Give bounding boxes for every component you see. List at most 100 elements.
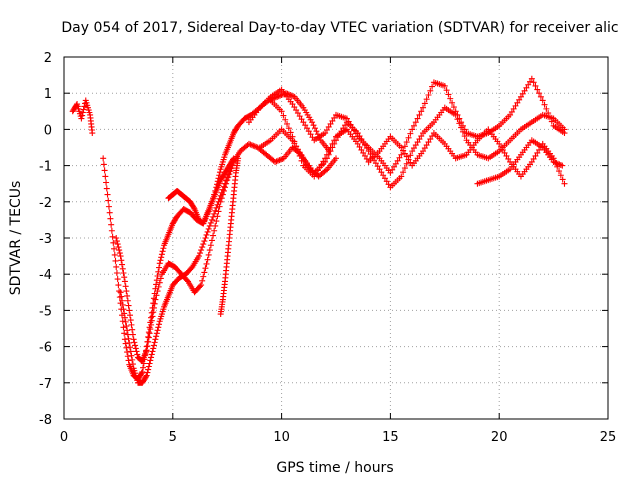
data-point bbox=[327, 144, 334, 151]
data-point bbox=[119, 301, 126, 308]
data-point bbox=[78, 115, 85, 122]
data-point bbox=[210, 213, 217, 220]
data-point bbox=[212, 207, 219, 214]
data-point bbox=[501, 149, 508, 156]
data-point bbox=[124, 297, 131, 304]
data-point bbox=[199, 277, 206, 284]
data-point bbox=[409, 126, 416, 133]
data-point bbox=[362, 142, 369, 149]
data-point bbox=[105, 197, 112, 204]
data-point bbox=[132, 345, 139, 352]
data-point bbox=[445, 91, 452, 98]
data-point bbox=[342, 122, 349, 129]
data-point bbox=[210, 232, 217, 239]
data-point bbox=[212, 222, 219, 229]
data-point bbox=[156, 264, 163, 271]
data-point bbox=[133, 348, 140, 355]
data-point bbox=[157, 275, 164, 282]
data-point bbox=[514, 99, 521, 106]
data-point bbox=[414, 139, 421, 146]
data-point bbox=[155, 283, 162, 290]
data-point bbox=[122, 283, 129, 290]
data-point bbox=[214, 213, 221, 220]
data-point bbox=[203, 231, 210, 238]
data-point bbox=[405, 134, 412, 141]
data-point bbox=[333, 155, 339, 162]
data-point bbox=[456, 120, 463, 127]
y-tick-label: 2 bbox=[44, 51, 52, 66]
data-point bbox=[145, 329, 152, 336]
data-point bbox=[213, 204, 220, 211]
data-point bbox=[447, 95, 454, 102]
data-point bbox=[313, 128, 320, 135]
data-point bbox=[146, 360, 153, 367]
data-point bbox=[378, 169, 385, 176]
data-point bbox=[561, 180, 568, 187]
data-point bbox=[115, 282, 122, 289]
data-point bbox=[425, 92, 432, 99]
data-point bbox=[155, 324, 162, 331]
data-point bbox=[420, 104, 427, 111]
data-point bbox=[298, 157, 305, 164]
data-point bbox=[108, 227, 115, 234]
x-axis-label: GPS time / hours bbox=[276, 460, 393, 476]
data-point bbox=[113, 238, 120, 245]
data-point bbox=[398, 144, 405, 151]
data-point bbox=[104, 191, 111, 198]
data-point bbox=[398, 151, 405, 158]
data-point bbox=[201, 269, 208, 276]
data-point bbox=[79, 112, 86, 119]
data-point bbox=[126, 339, 133, 346]
data-point bbox=[316, 164, 323, 171]
x-tick-label: 0 bbox=[60, 430, 68, 445]
data-point bbox=[282, 116, 289, 123]
data-point bbox=[198, 247, 205, 254]
data-point bbox=[389, 166, 396, 173]
data-point bbox=[124, 353, 131, 360]
data-point bbox=[108, 221, 115, 228]
data-point bbox=[310, 122, 317, 129]
data-point bbox=[110, 239, 117, 246]
data-point bbox=[280, 112, 287, 119]
data-point bbox=[214, 201, 221, 208]
data-point bbox=[109, 233, 116, 240]
data-point bbox=[512, 102, 519, 109]
data-point bbox=[206, 222, 213, 229]
data-point bbox=[118, 257, 125, 264]
data-point bbox=[459, 128, 466, 135]
data-point bbox=[285, 125, 292, 132]
series-arc-6 bbox=[217, 155, 242, 318]
data-point bbox=[383, 178, 390, 185]
data-point bbox=[358, 146, 365, 153]
data-point bbox=[521, 87, 528, 94]
data-point bbox=[519, 90, 526, 97]
data-point bbox=[144, 342, 151, 349]
data-point bbox=[151, 339, 158, 346]
data-point bbox=[356, 133, 363, 140]
data-point bbox=[329, 117, 336, 124]
data-point bbox=[372, 160, 379, 167]
data-point bbox=[154, 288, 161, 295]
data-point bbox=[425, 139, 432, 146]
data-point bbox=[222, 180, 229, 187]
data-point bbox=[148, 351, 155, 358]
data-point bbox=[128, 352, 135, 359]
data-point bbox=[380, 172, 387, 179]
data-point bbox=[561, 126, 568, 133]
data-point bbox=[320, 158, 327, 165]
data-point bbox=[79, 109, 86, 116]
data-point bbox=[119, 265, 126, 272]
data-point bbox=[183, 277, 190, 284]
data-point bbox=[423, 142, 430, 149]
series-arc-9 bbox=[267, 97, 568, 187]
data-point bbox=[530, 155, 537, 162]
data-point bbox=[106, 209, 113, 216]
data-point bbox=[387, 169, 394, 176]
data-point bbox=[158, 251, 165, 258]
data-point bbox=[127, 312, 134, 319]
data-point bbox=[300, 119, 307, 126]
data-point bbox=[156, 279, 163, 286]
data-point bbox=[138, 370, 145, 377]
data-point bbox=[362, 152, 369, 159]
data-point bbox=[407, 159, 414, 166]
